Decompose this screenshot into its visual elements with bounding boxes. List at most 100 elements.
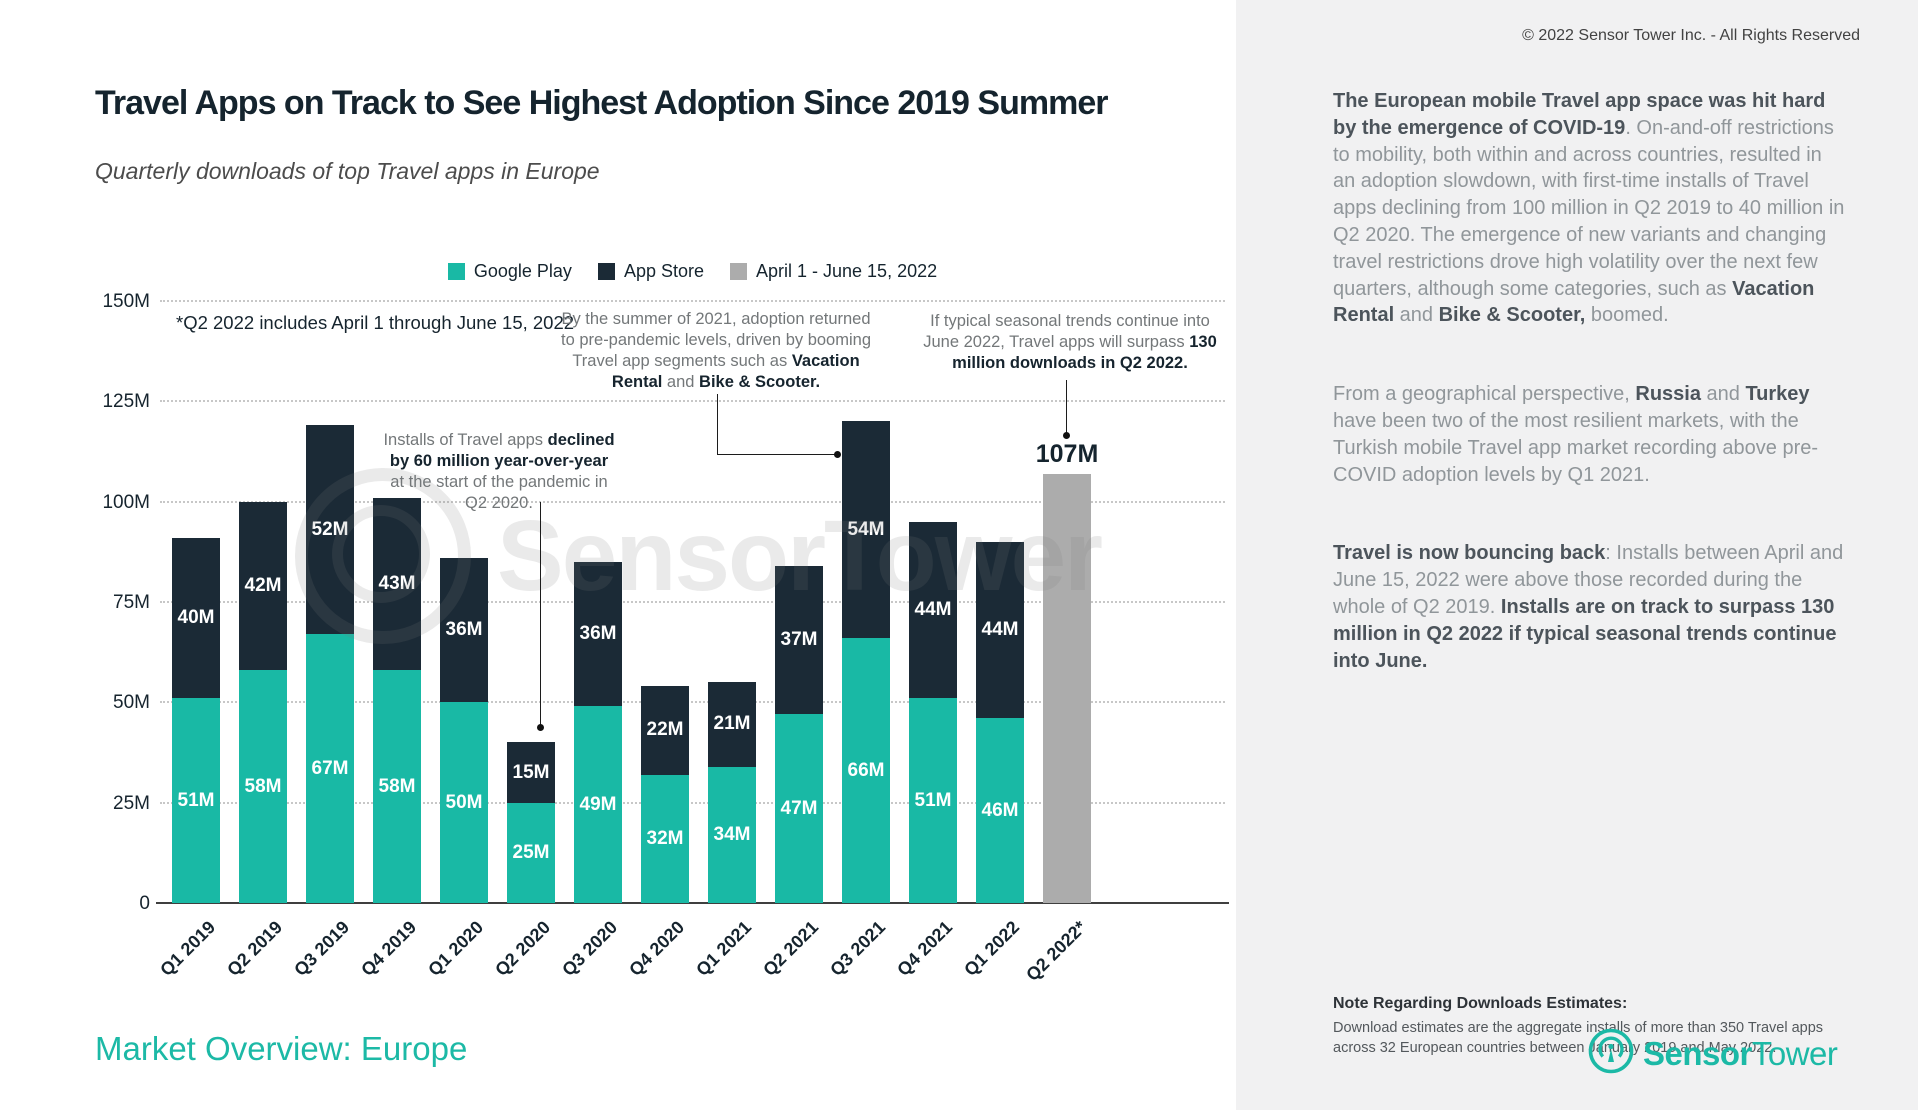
x-axis-label: Q4 2020	[625, 917, 689, 980]
x-axis-line	[156, 902, 1229, 904]
x-axis-label: Q1 2021	[692, 917, 756, 980]
bar-segment-app-store: 37M	[775, 565, 823, 715]
legend-label: Google Play	[473, 261, 572, 281]
legend-item-estimate: April 1 - June 15, 2022	[730, 261, 937, 282]
x-axis-label: Q2 2022*	[1022, 917, 1091, 985]
bar-segment-app-store: 42M	[239, 501, 287, 671]
bar-segment-google-play: 50M	[440, 702, 488, 903]
paragraph-covid-impact: The European mobile Travel app space was…	[1333, 90, 1845, 327]
commentary-panel: © 2022 Sensor Tower Inc. - All Rights Re…	[1236, 0, 1918, 1110]
bar-segment-app-store: 36M	[440, 557, 488, 703]
forecast-annotation: If typical seasonal trends continue into…	[923, 312, 1217, 372]
bar-segment-google-play: 51M	[172, 698, 220, 903]
bar-value-label: 52M	[311, 518, 349, 540]
bar-value-label: 44M	[981, 619, 1019, 641]
bar-value-label: 22M	[646, 719, 684, 741]
legend-item-app-store: App Store	[597, 261, 704, 282]
x-axis-label: Q3 2020	[558, 917, 622, 980]
bar-segment-google-play: 25M	[507, 802, 555, 903]
bar-segment-google-play: 51M	[909, 698, 957, 903]
bar-segment-app-store: 15M	[507, 742, 555, 803]
bar-value-label: 34M	[713, 823, 751, 845]
x-axis-label: Q1 2022	[960, 917, 1024, 980]
legend-item-google-play: Google Play	[447, 261, 572, 282]
bar-segment-google-play: 66M	[842, 638, 890, 903]
bar-segment-google-play: 34M	[708, 766, 756, 903]
bar-segment-google-play: 58M	[239, 670, 287, 903]
gridline	[160, 300, 1225, 302]
bar-segment-app-store: 36M	[574, 561, 622, 707]
bar-value-label: 47M	[780, 797, 818, 819]
bar-segment-google-play: 46M	[976, 718, 1024, 903]
commentary-text: The European mobile Travel app space was…	[1333, 88, 1845, 726]
pandemic-drop-annotation: Installs of Travel apps declined by 60 m…	[383, 431, 615, 512]
bar-value-label: 42M	[244, 574, 282, 596]
bar-value-label: 25M	[512, 841, 550, 863]
paragraph-bounce-back: Travel is now bouncing back: Installs be…	[1333, 542, 1844, 672]
paragraph-geography: From a geographical perspective, Russia …	[1333, 383, 1819, 486]
methodology-note: Note Regarding Downloads Estimates: Down…	[1333, 995, 1861, 1058]
y-axis-label: 125M	[102, 391, 150, 413]
bar-value-label: 66M	[847, 759, 885, 781]
bar-segment-app-store: 52M	[306, 425, 354, 635]
sensor-tower-logo: SensorTower	[1588, 1028, 1838, 1079]
bar-segment-app-store: 40M	[172, 537, 220, 699]
x-axis-label: Q4 2021	[893, 917, 957, 980]
y-axis-label: 150M	[102, 291, 150, 312]
y-axis-label: 50M	[113, 692, 150, 714]
bar-value-label: 21M	[713, 713, 751, 735]
copyright-notice: © 2022 Sensor Tower Inc. - All Rights Re…	[1522, 27, 1860, 44]
estimate-swatch	[730, 263, 747, 280]
gridline	[160, 801, 1225, 804]
note-body: Download estimates are the aggregate ins…	[1333, 1020, 1824, 1056]
forecast-annotation-line	[1066, 380, 1067, 434]
y-axis-label: 0	[139, 893, 150, 914]
x-axis-label: Q1 2020	[424, 917, 488, 980]
bar-value-label: 58M	[378, 775, 416, 797]
x-axis-label: Q3 2019	[290, 917, 354, 980]
bar-value-label: 36M	[579, 623, 617, 645]
bar-segment-app-store: 21M	[708, 682, 756, 767]
bar-value-label: 43M	[378, 572, 416, 594]
bar-value-label: 51M	[177, 789, 215, 811]
page-title: Travel Apps on Track to See Highest Adop…	[95, 84, 1108, 122]
estimate-total-label: 107M	[1035, 440, 1099, 468]
x-axis-label: Q3 2021	[826, 917, 890, 980]
pandemic-annotation-line	[540, 502, 541, 727]
summer-annotation-dot	[834, 451, 841, 458]
app-store-swatch	[597, 263, 615, 280]
gridline	[160, 500, 1225, 503]
x-axis-label: Q4 2019	[357, 917, 421, 980]
bar-value-label: 40M	[177, 607, 215, 629]
bar-segment-google-play: 47M	[775, 714, 823, 903]
forecast-annotation-dot	[1063, 432, 1070, 439]
footnote-annotation: *Q2 2022 includes April 1 through June 1…	[176, 312, 575, 333]
page-subtitle: Quarterly downloads of top Travel apps i…	[95, 158, 600, 184]
bar-value-label: 67M	[311, 757, 349, 779]
summer-2021-annotation: By the summer of 2021, adoption returned…	[561, 310, 871, 391]
legend-label: April 1 - June 15, 2022	[756, 261, 938, 281]
chart-panel: Travel Apps on Track to See Highest Adop…	[95, 84, 1229, 1067]
bar-value-label: 51M	[914, 789, 952, 811]
bar-segment-app-store: 54M	[842, 421, 890, 639]
gridline	[160, 601, 1225, 603]
note-heading: Note Regarding Downloads Estimates:	[1333, 995, 1628, 1012]
gridline	[160, 400, 1225, 403]
legend-label: App Store	[623, 261, 704, 281]
bar-segment-app-store: 43M	[373, 497, 421, 671]
bar-value-label: 37M	[780, 629, 818, 651]
x-axis-label: Q2 2019	[223, 917, 287, 980]
sensor-tower-logo-icon	[1588, 1028, 1634, 1079]
bar-segment-app-store: 22M	[641, 686, 689, 775]
bar-segment-google-play: 58M	[373, 670, 421, 903]
bar-value-label: 54M	[847, 518, 885, 540]
y-axis-label: 25M	[113, 792, 150, 814]
summer-annotation-line-horizontal	[717, 454, 838, 455]
bar-value-label: 46M	[981, 799, 1019, 821]
chart-legend: Google Play App Store April 1 - June 15,…	[160, 261, 1225, 282]
google-play-swatch	[447, 263, 465, 280]
report-section-label: Market Overview: Europe	[95, 1030, 468, 1067]
gridline	[160, 701, 1225, 704]
